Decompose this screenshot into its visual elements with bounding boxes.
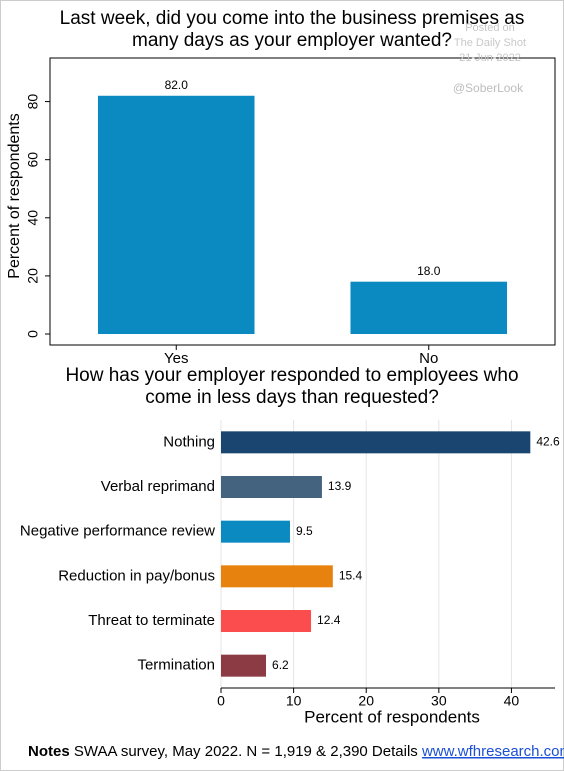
watermark: 21-Jun-2022 bbox=[459, 52, 521, 64]
notes-link[interactable]: www.wfhresearch.com bbox=[421, 743, 564, 760]
value-label: 18.0 bbox=[417, 264, 441, 278]
y-tick-label: 60 bbox=[25, 152, 41, 168]
category-label: Reduction in pay/bonus bbox=[58, 567, 215, 584]
bar bbox=[221, 610, 312, 632]
x-tick-label: 0 bbox=[217, 693, 225, 709]
y-tick-label: 0 bbox=[25, 330, 41, 338]
watermark: Posted on bbox=[465, 22, 515, 34]
x-tick-label: 10 bbox=[286, 693, 302, 709]
category-label: Negative performance review bbox=[20, 523, 215, 540]
x-axis-label: Percent of respondents bbox=[304, 707, 480, 726]
value-label: 15.4 bbox=[339, 569, 363, 583]
watermark: The Daily Shot bbox=[454, 37, 526, 49]
y-tick-label: 80 bbox=[25, 94, 41, 110]
y-tick-label: 40 bbox=[25, 210, 41, 226]
chart-title: come in less days than requested? bbox=[145, 387, 439, 408]
chart-title: many days as your employer wanted? bbox=[132, 30, 452, 51]
x-tick-label: 20 bbox=[358, 693, 374, 709]
bar bbox=[221, 431, 531, 454]
annotation: @SoberLook bbox=[453, 81, 524, 95]
value-label: 13.9 bbox=[328, 479, 352, 493]
notes-label: Notes bbox=[28, 743, 70, 760]
bar bbox=[97, 95, 255, 334]
value-label: 42.6 bbox=[536, 435, 560, 449]
y-axis-label: Percent of respondents bbox=[6, 113, 23, 278]
category-label: Verbal reprimand bbox=[101, 478, 215, 495]
chart-title: How has your employer responded to emplo… bbox=[65, 365, 518, 386]
x-tick-label: 40 bbox=[504, 693, 520, 709]
bar bbox=[221, 565, 333, 588]
value-label: 9.5 bbox=[296, 524, 313, 538]
category-label: Termination bbox=[137, 657, 215, 674]
chart-title: Last week, did you come into the busines… bbox=[60, 8, 525, 29]
category-label: Threat to terminate bbox=[88, 612, 215, 629]
plot-frame bbox=[49, 57, 556, 346]
category-label: Nothing bbox=[163, 433, 215, 450]
bar bbox=[350, 281, 508, 334]
x-tick-label: 30 bbox=[431, 693, 447, 709]
x-tick-label: Yes bbox=[164, 350, 188, 367]
value-label: 12.4 bbox=[317, 613, 341, 627]
value-label: 6.2 bbox=[272, 658, 289, 672]
x-tick-label: No bbox=[419, 350, 438, 367]
bar bbox=[221, 520, 290, 543]
bar bbox=[221, 654, 267, 677]
notes-text: SWAA survey, May 2022. N = 1,919 & 2,390… bbox=[74, 743, 418, 760]
notes: Notes SWAA survey, May 2022. N = 1,919 &… bbox=[28, 743, 564, 760]
y-tick-label: 20 bbox=[25, 268, 41, 284]
value-label: 82.0 bbox=[165, 78, 189, 92]
bar bbox=[221, 476, 322, 498]
